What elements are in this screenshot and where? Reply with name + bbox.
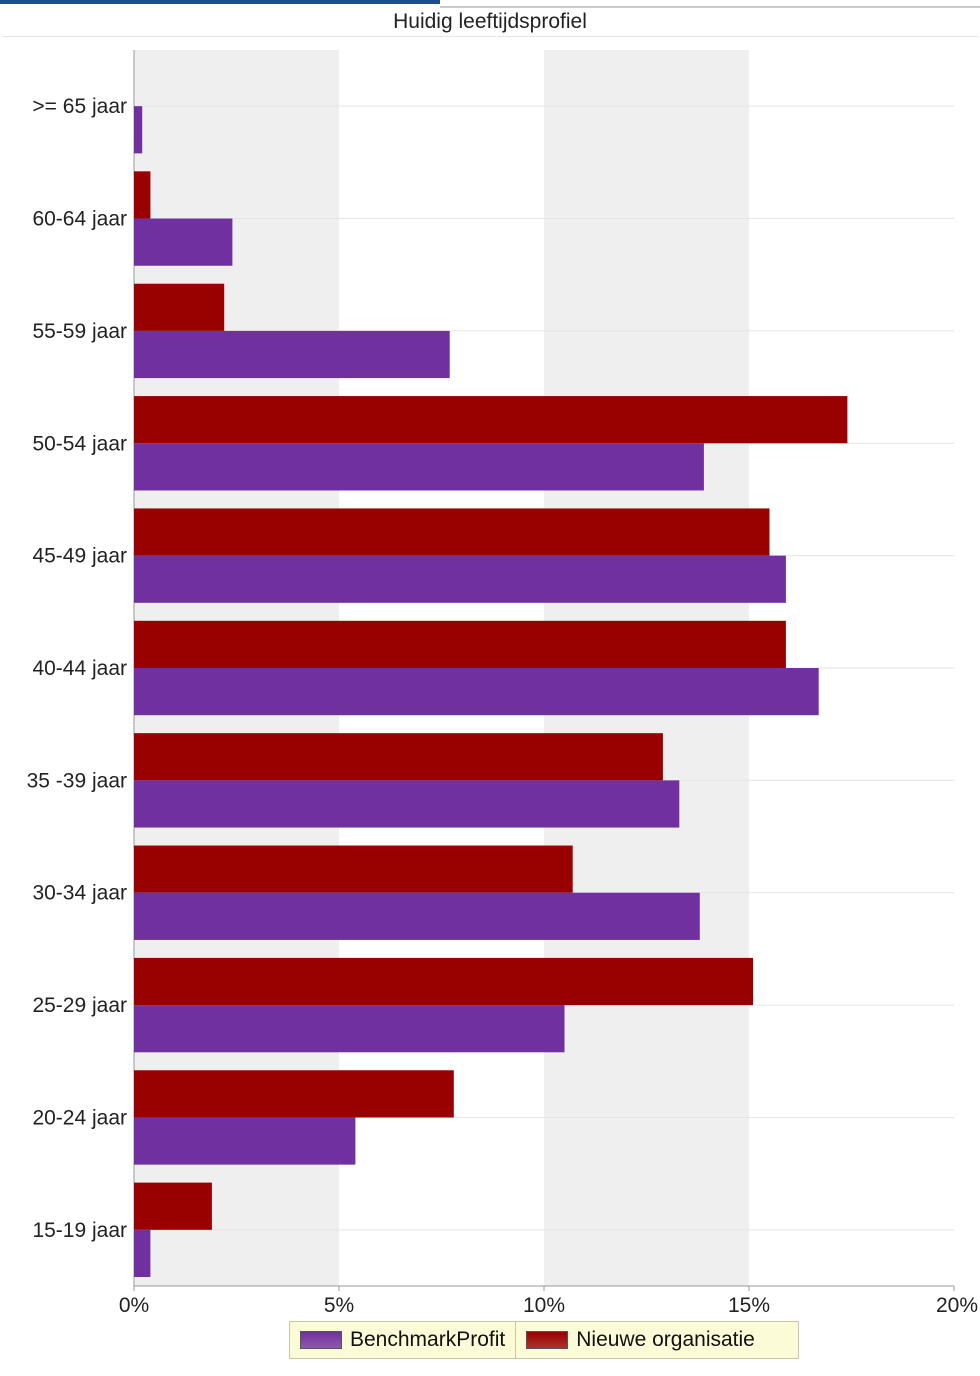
y-tick-label: 45-49 jaar (32, 545, 127, 568)
y-tick-label: 30-34 jaar (32, 882, 127, 905)
y-tick-label: >= 65 jaar (32, 95, 127, 118)
x-tick-label: 20% (936, 1294, 978, 1317)
title-strip (2, 8, 978, 37)
x-tick-label: 5% (324, 1294, 354, 1317)
bar-nieuwe-organisatie (134, 1070, 454, 1118)
y-tick-label: 35 -39 jaar (27, 769, 127, 792)
bar-nieuwe-organisatie (134, 733, 663, 781)
bar-benchmarkprofit (134, 668, 819, 716)
y-tick-label: 40-44 jaar (32, 657, 127, 680)
y-tick-label: 55-59 jaar (32, 320, 127, 343)
y-tick-label: 15-19 jaar (32, 1219, 127, 1242)
legend-swatch-benchmarkprofit (300, 1331, 342, 1349)
bar-nieuwe-organisatie (134, 620, 786, 668)
y-tick-label: 20-24 jaar (32, 1106, 127, 1129)
bar-benchmarkprofit (134, 330, 450, 379)
header-accent-bar (0, 0, 440, 4)
y-tick-label: 50-54 jaar (32, 432, 127, 455)
bar-benchmarkprofit (134, 892, 700, 940)
bar-nieuwe-organisatie (134, 283, 225, 331)
bar-benchmarkprofit (134, 555, 786, 603)
bar-benchmarkprofit (134, 106, 143, 154)
y-tick-label: 25-29 jaar (32, 994, 127, 1017)
legend-item-benchmarkprofit[interactable]: BenchmarkProfit (290, 1322, 515, 1358)
bar-nieuwe-organisatie (134, 1182, 212, 1230)
x-tick-label: 15% (728, 1294, 770, 1317)
bar-benchmarkprofit (134, 1005, 565, 1053)
y-tick-label: 60-64 jaar (32, 208, 127, 231)
bar-nieuwe-organisatie (134, 171, 151, 219)
bar-benchmarkprofit (134, 218, 233, 266)
legend-swatch-nieuwe-organisatie (526, 1331, 569, 1349)
bar-nieuwe-organisatie (134, 508, 770, 556)
chart-legend: BenchmarkProfit Nieuwe organisatie (289, 1321, 799, 1359)
header-divider (440, 6, 980, 8)
chart-title: Huidig leeftijdsprofiel (393, 10, 587, 33)
legend-label-nieuwe-organisatie: Nieuwe organisatie (576, 1328, 755, 1351)
bar-nieuwe-organisatie (134, 396, 848, 444)
bar-benchmarkprofit (134, 443, 704, 491)
bar-benchmarkprofit (134, 1117, 356, 1165)
x-tick-label: 10% (523, 1294, 565, 1317)
bar-benchmarkprofit (134, 780, 680, 828)
x-tick-label: 0% (119, 1294, 149, 1317)
bar-nieuwe-organisatie (134, 845, 573, 893)
bar-nieuwe-organisatie (134, 957, 754, 1006)
bar-benchmarkprofit (134, 1229, 151, 1278)
legend-label-benchmarkprofit: BenchmarkProfit (350, 1328, 506, 1351)
legend-item-nieuwe-organisatie[interactable]: Nieuwe organisatie (515, 1322, 765, 1358)
